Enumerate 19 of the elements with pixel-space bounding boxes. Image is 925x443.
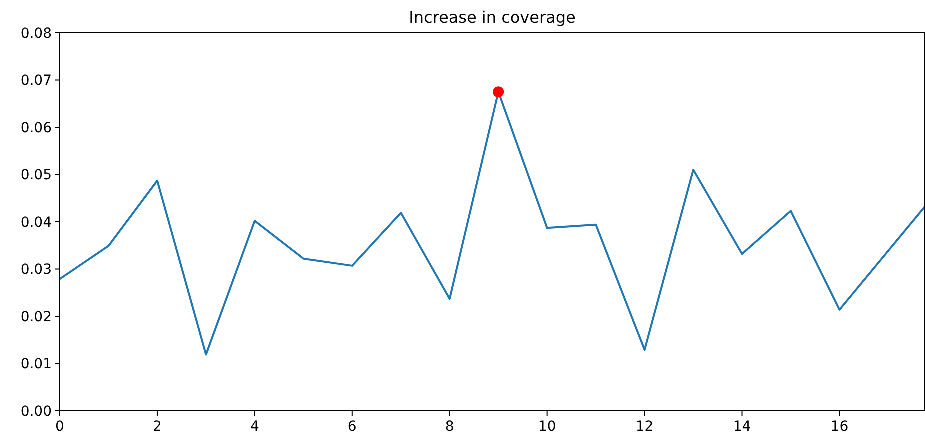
y-tick-label: 0.02 bbox=[20, 309, 52, 326]
y-tick-label: 0.06 bbox=[20, 120, 52, 136]
y-tick-label: 0.08 bbox=[20, 26, 52, 42]
y-tick-label: 0.04 bbox=[20, 214, 52, 231]
x-tick-label: 0 bbox=[56, 419, 64, 435]
y-tick-label: 0.00 bbox=[20, 404, 52, 420]
y-tick-label: 0.01 bbox=[20, 356, 52, 373]
y-tick-label: 0.07 bbox=[20, 73, 52, 90]
x-tick-label: 16 bbox=[830, 419, 849, 435]
x-tick-label: 10 bbox=[538, 419, 556, 435]
chart-title: Increase in coverage bbox=[409, 8, 576, 27]
x-tick-label: 2 bbox=[153, 419, 162, 435]
x-tick-label: 8 bbox=[445, 419, 454, 435]
x-tick-label: 6 bbox=[348, 419, 357, 435]
x-tick-label: 12 bbox=[636, 419, 654, 435]
y-tick-label: 0.03 bbox=[20, 262, 52, 278]
x-tick-label: 4 bbox=[250, 419, 260, 435]
x-tick-label: 14 bbox=[733, 419, 752, 435]
y-tick-label: 0.05 bbox=[20, 168, 52, 184]
